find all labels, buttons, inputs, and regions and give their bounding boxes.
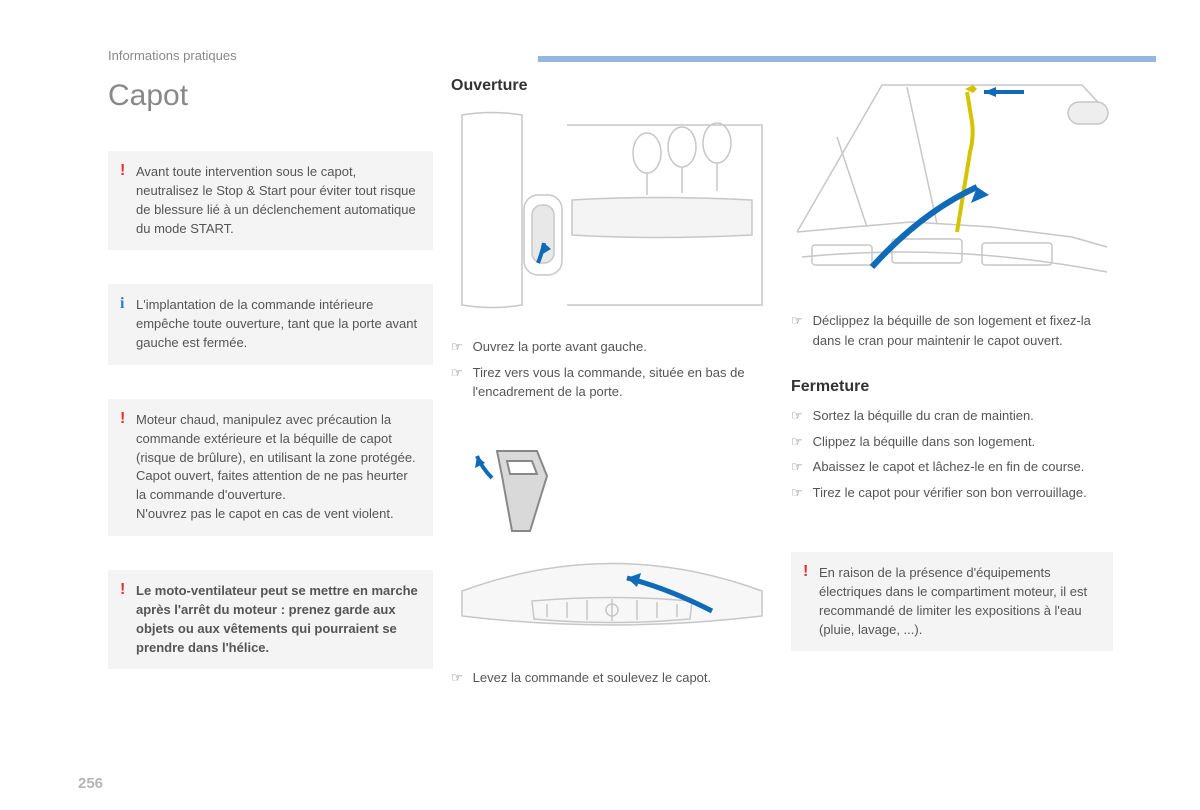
- illustration-prop-rod: [791, 77, 1113, 299]
- page-title: Capot: [108, 79, 433, 113]
- page-number: 256: [78, 775, 103, 792]
- step-text: Ouvrez la porte avant gauche.: [473, 337, 647, 357]
- step-text: Tirez le capot pour vérifier son bon ver…: [813, 483, 1087, 503]
- column-1: Capot ! Avant toute intervention sous le…: [108, 77, 433, 693]
- callout-stop-start: ! Avant toute intervention sous le capot…: [108, 151, 433, 250]
- callout-text: Le moto-ventilateur peut se mettre en ma…: [136, 582, 419, 657]
- content-columns: Capot ! Avant toute intervention sous le…: [108, 77, 1140, 693]
- pointer-icon: ☞: [791, 311, 803, 350]
- heading-fermeture: Fermeture: [791, 378, 1113, 396]
- callout-text: L'implantation de la commande intérieure…: [136, 296, 419, 353]
- warning-icon: !: [120, 411, 128, 524]
- callout-fan: ! Le moto-ventilateur peut se mettre en …: [108, 570, 433, 669]
- step-text: Levez la commande et soulevez le capot.: [473, 668, 711, 688]
- callout-hot-engine: ! Moteur chaud, manipulez avec précautio…: [108, 399, 433, 536]
- callout-door: i L'implantation de la commande intérieu…: [108, 284, 433, 365]
- pointer-icon: ☞: [791, 483, 803, 503]
- callout-text: Moteur chaud, manipulez avec précaution …: [136, 411, 419, 524]
- pointer-icon: ☞: [451, 363, 463, 402]
- step-text: Sortez la béquille du cran de maintien.: [813, 406, 1034, 426]
- pointer-icon: ☞: [791, 457, 803, 477]
- steps-open-1: ☞ Ouvrez la porte avant gauche. ☞ Tirez ve…: [451, 337, 773, 402]
- steps-close: ☞ Sortez la béquille du cran de maintien.…: [791, 406, 1113, 502]
- step-text: Déclippez la béquille de son logement et…: [813, 311, 1113, 350]
- column-3: ☞ Déclippez la béquille de son logement e…: [791, 77, 1113, 693]
- warning-icon: !: [120, 582, 128, 657]
- callout-text: Avant toute intervention sous le capot, …: [136, 163, 419, 238]
- step-text: Clippez la béquille dans son logement.: [813, 432, 1036, 452]
- warning-icon: !: [120, 163, 128, 238]
- illustration-interior-lever: [451, 105, 773, 325]
- step-text: Abaissez le capot et lâchez-le en fin de…: [813, 457, 1085, 477]
- pointer-icon: ☞: [451, 337, 463, 357]
- illustration-hood-latch: [451, 416, 773, 656]
- callout-water: ! En raison de la présence d'équipements…: [791, 552, 1113, 651]
- step-text: Tirez vers vous la commande, située en b…: [473, 363, 773, 402]
- pointer-icon: ☞: [451, 668, 463, 688]
- pointer-icon: ☞: [791, 406, 803, 426]
- callout-text: En raison de la présence d'équipements é…: [819, 564, 1099, 639]
- heading-ouverture: Ouverture: [451, 77, 773, 95]
- steps-prop: ☞ Déclippez la béquille de son logement e…: [791, 311, 1113, 350]
- column-2: Ouverture: [451, 77, 773, 693]
- info-icon: i: [120, 296, 128, 353]
- header-accent-bar: [538, 56, 1156, 62]
- steps-open-2: ☞ Levez la commande et soulevez le capot.: [451, 668, 773, 688]
- warning-icon: !: [803, 564, 811, 639]
- pointer-icon: ☞: [791, 432, 803, 452]
